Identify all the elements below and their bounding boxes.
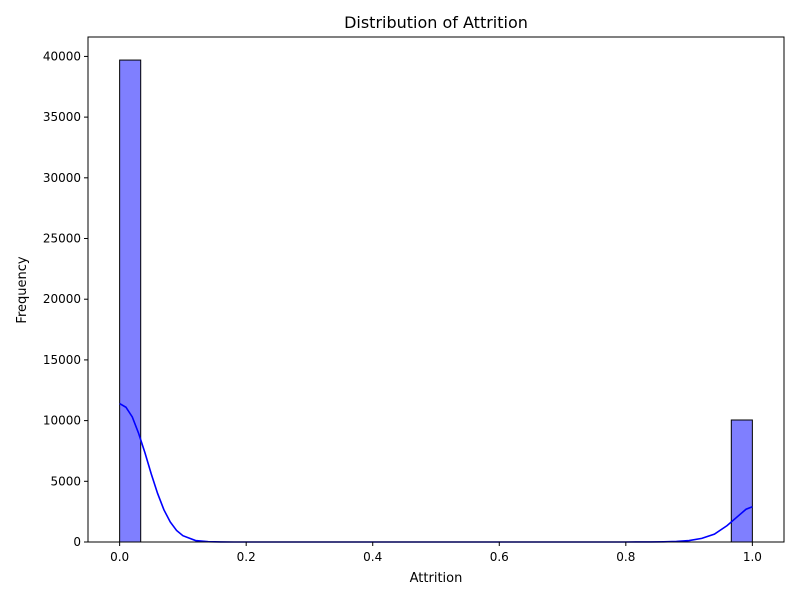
y-tick-label: 25000 [43, 232, 81, 246]
x-axis: 0.0 0.2 0.4 0.6 0.8 1.0 [110, 542, 762, 564]
y-tick-label: 20000 [43, 292, 81, 306]
y-tick-label: 30000 [43, 171, 81, 185]
kde-line [119, 402, 753, 543]
y-tick-label: 40000 [43, 49, 81, 63]
x-tick-label: 0.4 [363, 550, 382, 564]
x-tick-label: 0.6 [490, 550, 509, 564]
y-tick-label: 35000 [43, 110, 81, 124]
x-tick-label: 0.2 [237, 550, 256, 564]
x-axis-label: Attrition [410, 571, 463, 586]
y-tick-label: 5000 [50, 474, 81, 488]
histogram-bar [730, 419, 753, 543]
x-tick-label: 1.0 [743, 550, 762, 564]
x-tick-label: 0.0 [110, 550, 129, 564]
kde-group [119, 402, 753, 543]
y-axis: 0 5000 10000 15000 20000 25000 30000 35000 40000 [43, 49, 88, 549]
plot-frame [87, 36, 785, 543]
y-axis-label: Frequency [15, 256, 30, 323]
x-tick-label: 0.8 [616, 550, 635, 564]
bars-group [119, 59, 753, 543]
chart-title: Distribution of Attrition [344, 13, 528, 32]
histogram-bar [119, 59, 142, 543]
y-tick-label: 15000 [43, 353, 81, 367]
y-tick-label: 10000 [43, 414, 81, 428]
y-tick-label: 0 [73, 535, 81, 549]
